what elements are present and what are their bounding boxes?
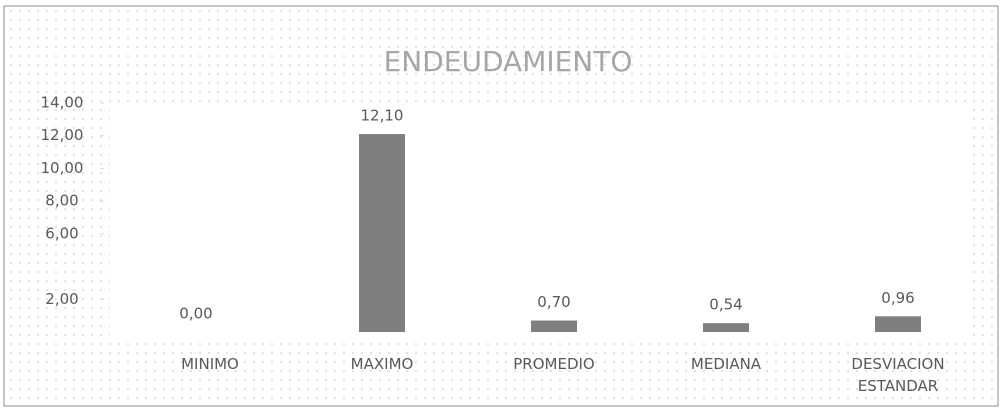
- data-label: 0,96: [881, 289, 914, 307]
- x-tick-label: MAXIMO: [350, 355, 414, 373]
- x-tick-label: MINIMO: [181, 355, 239, 373]
- bar: [875, 316, 921, 332]
- bar: [359, 134, 405, 332]
- x-tick-label: MEDIANA: [690, 355, 762, 373]
- y-tick-label: 14,00: [41, 94, 84, 112]
- data-label: 0,70: [537, 293, 570, 311]
- bar: [531, 320, 577, 332]
- y-tick-label: 10,00: [41, 159, 84, 177]
- y-tick-label: 8,00: [45, 192, 78, 210]
- x-tick-label: PROMEDIO: [513, 355, 595, 373]
- y-tick-label: 2,00: [45, 290, 78, 308]
- chart-title: ENDEUDAMIENTO: [384, 45, 633, 78]
- data-label: 0,00: [179, 305, 212, 323]
- y-tick-label: 12,00: [41, 126, 84, 144]
- data-label: 0,54: [709, 296, 742, 314]
- bar: [703, 323, 749, 332]
- x-tick-label: DESVIACION ESTANDAR: [851, 355, 945, 395]
- y-tick-label: 6,00: [45, 224, 78, 242]
- data-label: 12,10: [361, 107, 404, 125]
- plot-area: [110, 108, 970, 336]
